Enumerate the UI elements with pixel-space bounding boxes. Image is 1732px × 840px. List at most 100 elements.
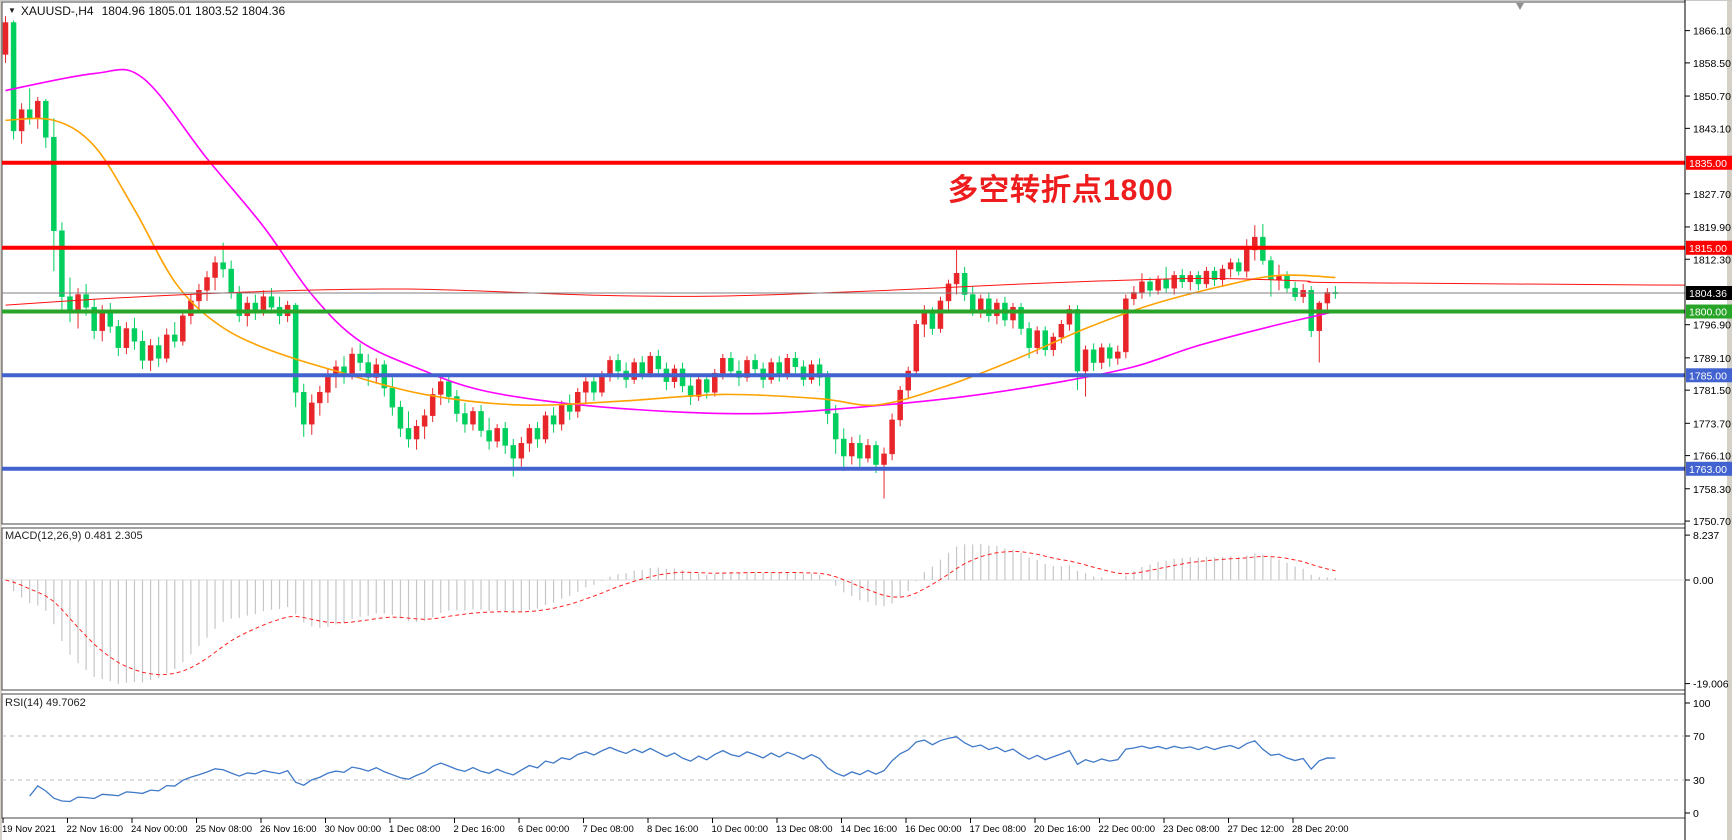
- candle: [260, 296, 267, 310]
- candle: [196, 290, 202, 302]
- candle: [494, 428, 500, 442]
- time-label: 19 Nov 2021: [2, 824, 56, 835]
- candle: [300, 392, 307, 425]
- symbol-dropdown-icon[interactable]: ▼: [8, 6, 16, 15]
- candle: [534, 428, 541, 440]
- candle: [905, 370, 911, 391]
- price-tick-label: 1766.10: [1693, 451, 1731, 463]
- price-tick-label: 1796.90: [1693, 320, 1731, 332]
- candle: [816, 364, 823, 378]
- time-label: 16 Dec 00:00: [905, 824, 962, 835]
- time-label: 17 Dec 08:00: [970, 824, 1027, 835]
- time-label: 27 Dec 12:00: [1228, 824, 1285, 835]
- candle: [824, 377, 831, 414]
- candle: [1235, 262, 1242, 272]
- candle: [873, 445, 879, 465]
- time-label: 28 Dec 20:00: [1292, 824, 1349, 835]
- candle: [1219, 268, 1226, 280]
- candle: [994, 302, 1000, 317]
- candle: [373, 364, 380, 378]
- candle: [566, 404, 573, 412]
- price-tick-label: 1812.30: [1693, 254, 1731, 266]
- candle: [413, 426, 420, 440]
- candle: [712, 372, 718, 393]
- window-left-border: [0, 0, 2, 840]
- candle: [518, 443, 525, 459]
- candle: [849, 443, 855, 457]
- candle: [591, 381, 597, 393]
- candle: [486, 430, 492, 442]
- candle: [752, 360, 758, 370]
- candle: [1106, 347, 1113, 359]
- shift-marker: [1516, 3, 1524, 10]
- candle: [1147, 281, 1153, 291]
- price-label-box-1815.00: [1686, 240, 1732, 255]
- candle: [365, 362, 371, 378]
- symbol-label: XAUUSD-,H4: [20, 4, 94, 18]
- price-tick-label: 1827.70: [1693, 189, 1731, 201]
- candle: [1211, 270, 1218, 280]
- time-label: 8 Dec 16:00: [647, 824, 698, 835]
- candle: [147, 345, 154, 361]
- price-label-1815.00: 1815.00: [1689, 243, 1727, 255]
- candle: [631, 362, 637, 380]
- candle: [655, 355, 662, 370]
- time-label: 7 Dec 08:00: [583, 824, 634, 835]
- candle: [1058, 324, 1065, 338]
- macd-tick-label: 0.00: [1693, 575, 1714, 587]
- candle: [155, 345, 162, 359]
- candle: [897, 389, 903, 421]
- candle: [986, 298, 992, 317]
- ma-magenta-line: [5, 68, 1336, 415]
- candle: [18, 109, 25, 132]
- price-label-box-1785.00: [1686, 368, 1732, 383]
- candle: [1324, 292, 1331, 304]
- time-label: 24 Nov 00:00: [131, 824, 188, 835]
- candle: [421, 415, 428, 427]
- ma-orange-line: [5, 117, 1336, 407]
- candle: [172, 334, 178, 342]
- candle: [953, 273, 960, 285]
- candle: [309, 402, 315, 425]
- price-label-1800.00: 1800.00: [1689, 307, 1727, 319]
- candle: [1034, 330, 1040, 348]
- candle: [840, 438, 847, 457]
- candle: [292, 304, 299, 393]
- candle: [865, 445, 871, 459]
- candle: [405, 428, 412, 440]
- time-label: 22 Nov 16:00: [67, 824, 124, 835]
- rsi-tick-label: 0: [1693, 808, 1699, 820]
- candle: [1074, 309, 1081, 372]
- candle: [83, 294, 89, 308]
- time-label: 6 Dec 00:00: [518, 824, 569, 835]
- candle: [1243, 249, 1250, 272]
- time-label: 26 Nov 16:00: [260, 824, 317, 835]
- candle: [1171, 275, 1177, 289]
- chart-title: ▼ XAUUSD-,H4 1804.96 1805.01 1803.52 1804.…: [8, 4, 285, 18]
- current-price-label: 1804.36: [1689, 288, 1727, 300]
- time-label: 20 Dec 16:00: [1034, 824, 1091, 835]
- candle: [429, 394, 436, 416]
- candle: [526, 428, 533, 444]
- candle: [220, 262, 226, 270]
- price-label-box-1835.00: [1686, 155, 1732, 170]
- candle: [575, 392, 581, 412]
- candle: [583, 381, 589, 393]
- candle: [10, 22, 17, 132]
- price-label-1763.00: 1763.00: [1689, 464, 1727, 476]
- price-label-box-1800.00: [1686, 304, 1732, 319]
- candle: [389, 387, 396, 408]
- candle: [800, 366, 807, 380]
- time-label: 30 Nov 00:00: [325, 824, 382, 835]
- time-label: 1 Dec 08:00: [389, 824, 440, 835]
- candle: [808, 364, 815, 380]
- price-tick-label: 1858.50: [1693, 58, 1731, 70]
- candle: [1139, 281, 1145, 293]
- time-label: 25 Nov 08:00: [196, 824, 253, 835]
- candle: [252, 302, 259, 310]
- candle: [961, 273, 968, 295]
- candle: [768, 362, 774, 380]
- candle: [446, 381, 452, 397]
- chart-plot-area[interactable]: [2, 2, 1685, 818]
